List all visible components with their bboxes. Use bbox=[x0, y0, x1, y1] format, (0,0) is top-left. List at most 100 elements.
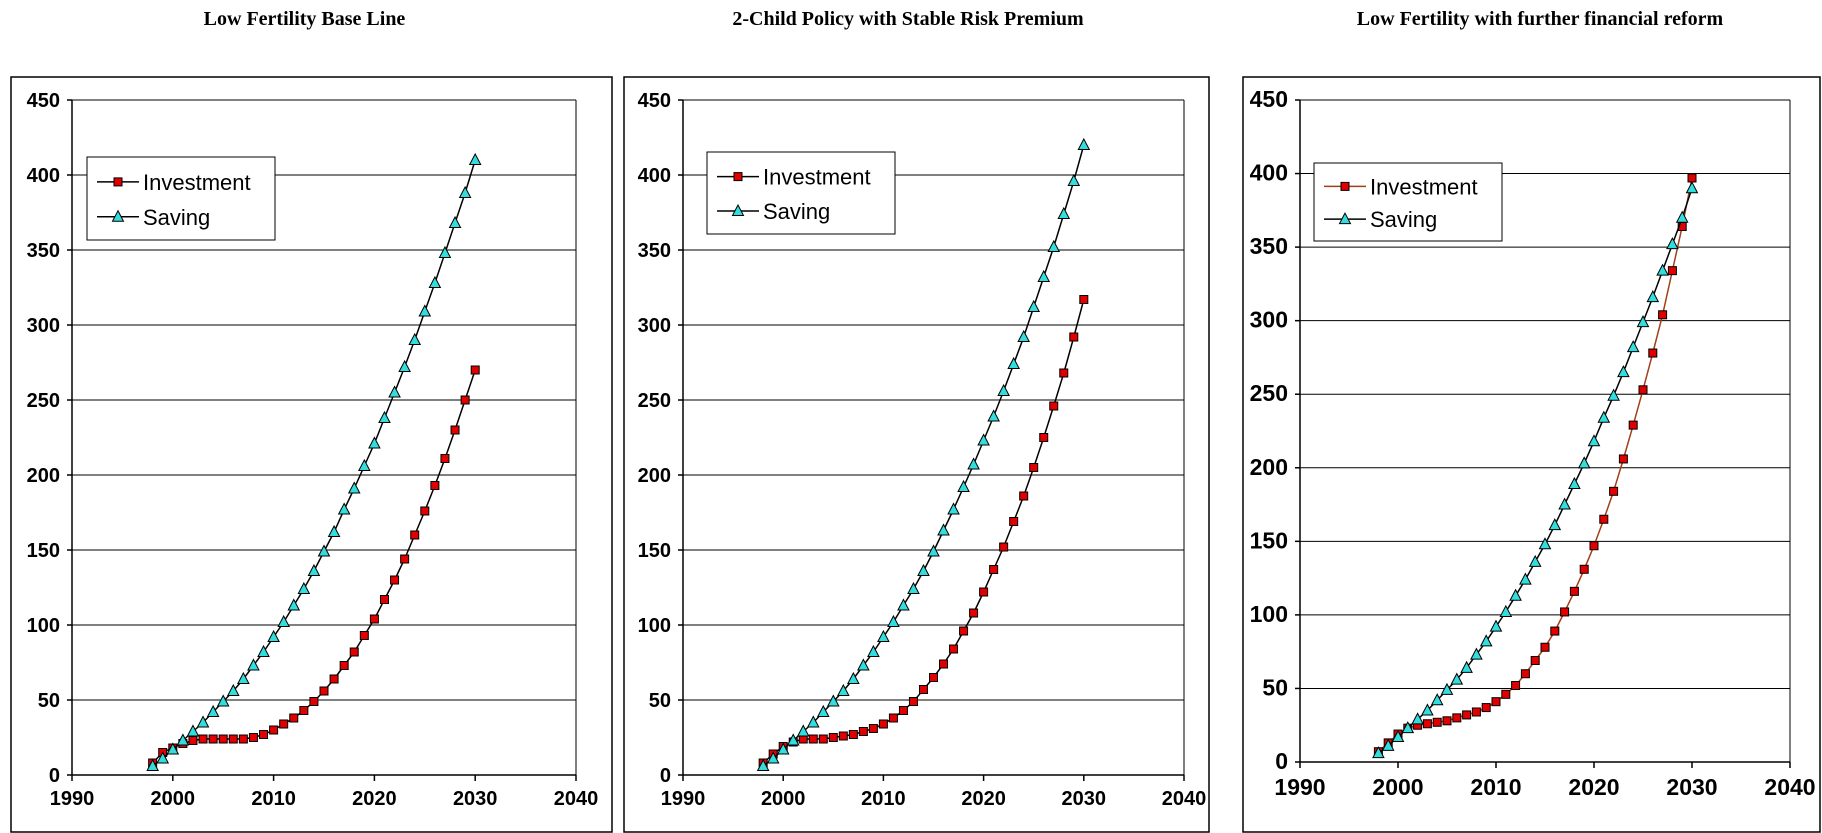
data-point-investment bbox=[888, 713, 898, 723]
data-point-saving bbox=[166, 742, 180, 755]
legend-box bbox=[86, 156, 276, 241]
data-point-investment bbox=[808, 734, 818, 744]
data-point-investment bbox=[188, 736, 198, 745]
x-tick-label: 2000 bbox=[761, 788, 806, 810]
x-tick-label: 2040 bbox=[554, 788, 599, 810]
data-point-saving bbox=[847, 671, 860, 684]
data-point-investment bbox=[1462, 710, 1472, 720]
y-tick-label: 250 bbox=[1250, 380, 1288, 406]
data-point-investment bbox=[1471, 707, 1481, 717]
y-tick-label: 200 bbox=[27, 465, 60, 487]
data-point-saving bbox=[458, 185, 472, 198]
data-point-saving bbox=[428, 275, 442, 288]
data-point-investment bbox=[949, 644, 959, 654]
data-point-investment bbox=[1628, 420, 1638, 430]
x-tick-label: 1990 bbox=[1274, 774, 1325, 800]
data-point-investment bbox=[279, 719, 289, 729]
data-point-saving bbox=[967, 457, 980, 470]
data-point-saving bbox=[867, 644, 880, 657]
data-point-investment bbox=[858, 727, 868, 736]
x-tick-label: 2030 bbox=[453, 788, 498, 810]
data-point-saving bbox=[877, 629, 890, 642]
data-point-investment bbox=[1520, 669, 1530, 679]
data-point-saving bbox=[1391, 729, 1405, 742]
x-tick-label: 2010 bbox=[861, 788, 906, 810]
data-point-investment bbox=[1059, 368, 1069, 378]
y-tick-label: 450 bbox=[1250, 86, 1288, 112]
data-point-saving bbox=[826, 694, 840, 707]
data-point-saving bbox=[1666, 237, 1679, 250]
x-tick-label: 2010 bbox=[1470, 774, 1521, 800]
data-point-saving bbox=[987, 409, 1000, 422]
y-tick-label: 350 bbox=[1250, 233, 1288, 259]
data-point-saving bbox=[277, 614, 291, 627]
data-point-saving bbox=[226, 683, 240, 696]
data-point-saving bbox=[756, 758, 770, 771]
data-point-saving bbox=[857, 658, 870, 671]
data-point-investment bbox=[868, 724, 878, 733]
data-point-saving bbox=[766, 751, 780, 764]
data-point-saving bbox=[398, 359, 411, 372]
data-point-saving bbox=[156, 751, 170, 764]
chart-3: 0 50 100 150 200 250 300 350 400 450 1990 2000 2010 2… bbox=[1242, 76, 1821, 833]
data-point-investment bbox=[1079, 295, 1089, 304]
legend: Investment Saving bbox=[86, 156, 276, 241]
data-point-investment bbox=[208, 734, 218, 744]
legend-label-investment: Investment bbox=[763, 165, 871, 190]
data-point-investment bbox=[1618, 454, 1628, 464]
data-point-saving bbox=[816, 704, 830, 717]
data-point-saving bbox=[1067, 173, 1081, 186]
data-point-investment bbox=[1569, 586, 1579, 596]
data-point-saving bbox=[1548, 518, 1562, 531]
data-point-saving bbox=[418, 304, 432, 317]
y-tick-label: 450 bbox=[27, 90, 60, 112]
x-tick-label: 2020 bbox=[961, 788, 1006, 810]
data-point-investment bbox=[848, 730, 858, 739]
data-point-saving bbox=[1636, 315, 1650, 328]
data-point-investment bbox=[269, 725, 279, 735]
data-point-saving bbox=[796, 724, 810, 737]
y-tick-label: 350 bbox=[638, 240, 671, 262]
y-tick-label: 400 bbox=[1250, 160, 1288, 186]
data-point-saving bbox=[776, 742, 790, 755]
data-point-saving bbox=[388, 385, 401, 398]
data-point-investment bbox=[430, 481, 440, 490]
y-tick-label: 250 bbox=[27, 390, 60, 412]
data-point-saving bbox=[438, 245, 452, 258]
data-point-saving bbox=[408, 332, 422, 345]
data-point-saving bbox=[1007, 356, 1020, 369]
data-point-investment bbox=[1491, 697, 1501, 707]
data-point-investment bbox=[359, 631, 369, 640]
data-point-saving bbox=[1411, 712, 1424, 725]
data-point-saving bbox=[1499, 604, 1513, 617]
data-point-investment bbox=[1638, 385, 1648, 395]
data-point-saving bbox=[1017, 329, 1031, 342]
data-point-saving bbox=[327, 524, 341, 537]
data-point-investment bbox=[1540, 642, 1550, 652]
data-point-investment bbox=[908, 697, 918, 706]
data-point-investment bbox=[228, 734, 238, 744]
y-tick-label: 400 bbox=[638, 165, 671, 187]
data-point-investment bbox=[218, 734, 228, 744]
data-point-investment bbox=[1589, 541, 1599, 551]
data-point-saving bbox=[378, 410, 391, 423]
chart-2: 0 50 100 150 200 250 300 350 400 450 1990 2000 2010 2… bbox=[623, 76, 1210, 833]
y-tick-label: 150 bbox=[638, 540, 671, 562]
data-point-saving bbox=[1509, 588, 1522, 601]
legend-label-saving: Saving bbox=[763, 199, 830, 224]
legend-marker-triangle bbox=[1338, 212, 1352, 225]
data-point-saving bbox=[1538, 537, 1552, 550]
x-tick-label: 2000 bbox=[1372, 774, 1423, 800]
data-point-investment bbox=[918, 685, 928, 694]
data-point-investment bbox=[450, 425, 460, 435]
data-point-investment bbox=[1658, 310, 1668, 320]
data-point-saving bbox=[297, 581, 311, 594]
y-tick-label: 200 bbox=[638, 465, 671, 487]
data-point-saving bbox=[1568, 476, 1581, 489]
legend-marker-square bbox=[113, 177, 123, 187]
data-point-investment bbox=[969, 608, 979, 618]
data-point-saving bbox=[347, 481, 361, 494]
data-point-saving bbox=[1401, 721, 1415, 734]
y-tick-label: 350 bbox=[27, 240, 60, 262]
x-tick-label: 1990 bbox=[661, 788, 706, 810]
